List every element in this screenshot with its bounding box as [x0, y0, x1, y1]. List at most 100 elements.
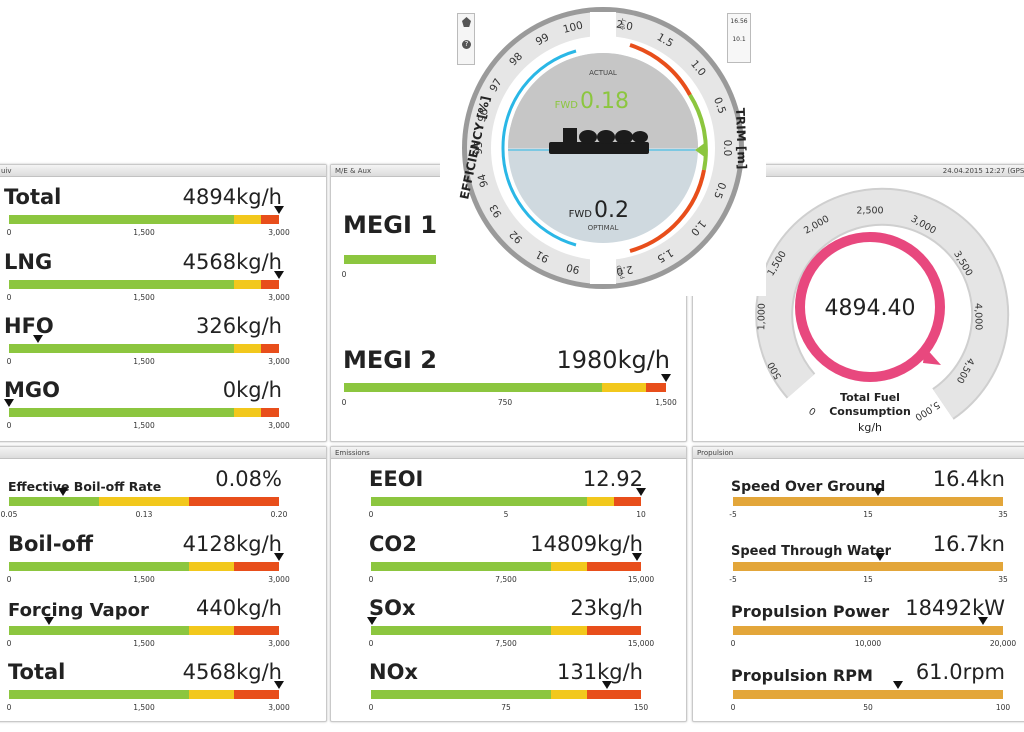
- ship-settings-icon[interactable]: [462, 17, 471, 27]
- tick-label: 2,500: [856, 206, 883, 217]
- optimal-label: OPTIMAL: [588, 224, 619, 232]
- value-marker: [636, 488, 646, 496]
- emissions-panel-header: Emissions: [331, 447, 686, 459]
- gauge-row-bor: Effective Boil-off Rate 0.08% 0.05 0.13 0.…: [0, 461, 326, 525]
- info-line-2: 10.1: [732, 36, 746, 43]
- row-label: NOx: [369, 660, 418, 684]
- gauge-row-megi2: MEGI 2 1980kg/h 0 750 1,500: [331, 340, 686, 407]
- range-bar: [371, 488, 646, 506]
- value-marker: [367, 617, 377, 625]
- trim-optimal-arc: [688, 93, 708, 171]
- gauge-row-sog: Speed Over Ground 16.4kn -5 15 35: [693, 461, 1024, 525]
- range-bar: [733, 617, 1003, 635]
- range-bar: [367, 617, 641, 635]
- bar-ticks: -5 15 35: [729, 510, 1008, 519]
- tick-label: 93: [487, 202, 504, 220]
- gauge-row-boiloff: Boil-off 4128kg/h 0 1,500 3,000: [0, 526, 326, 590]
- gauge-row-total-2: Total 4568kg/h 0 1,500 3,000: [0, 654, 326, 718]
- fuel-panel-header: uiv: [0, 165, 326, 177]
- propulsion-panel-header: Propulsion: [693, 447, 1024, 459]
- row-value: 0kg/h: [222, 378, 282, 402]
- range-bar: [9, 335, 279, 353]
- gauge-row-sox: SOx 23kg/h 0 7,500 15,000: [331, 590, 686, 654]
- row-label: SOx: [369, 596, 416, 620]
- value-marker: [44, 617, 54, 625]
- range-bar: [9, 488, 279, 506]
- row-value: 14809kg/h: [530, 532, 643, 556]
- row-label: MGO: [4, 378, 60, 402]
- bar-ticks: 0 1,500 3,000: [6, 421, 290, 430]
- value-marker: [274, 206, 284, 214]
- bar-ticks: 0 50 100: [730, 703, 1011, 712]
- consumption-unit: kg/h: [858, 421, 882, 434]
- consumption-panel-header: 24.04.2015 12:27 (GPS): [693, 165, 1024, 177]
- optimal-value: 0.2: [594, 198, 629, 223]
- me-panel-title: M/E & Aux: [335, 167, 372, 175]
- row-label: LNG: [4, 250, 53, 274]
- row-label: Total: [4, 185, 62, 209]
- bar-ticks: 0 1,500 3,000: [6, 293, 290, 302]
- bar-ticks: 0 7,500 15,000: [368, 639, 655, 648]
- trim-efficiency-overlay: ? 16.56 10.1 ACTUAL FWD 0.18 FWD 0.2: [440, 0, 766, 296]
- row-label: CO2: [369, 532, 417, 556]
- tick-label: 96: [476, 107, 491, 123]
- bar-ticks: 0 1,500 3,000: [6, 639, 290, 648]
- bar-ticks: -5 15 35: [729, 575, 1008, 584]
- value-marker: [33, 335, 43, 343]
- value-marker: [978, 617, 988, 625]
- range-bar: [371, 681, 641, 699]
- consumption-label-1: Total Fuel: [840, 391, 900, 404]
- value-marker: [4, 399, 14, 407]
- bar-ticks: 0 1,500 3,000: [6, 357, 290, 366]
- row-label: Boil-off: [8, 532, 93, 556]
- optimal-prefix: FWD: [569, 209, 593, 220]
- value-marker: [873, 488, 883, 496]
- row-label: EEOI: [369, 467, 424, 491]
- help-icon[interactable]: ?: [462, 40, 471, 49]
- row-value: 4894kg/h: [182, 185, 282, 209]
- range-bar: [344, 255, 436, 264]
- gauge-row-nox: NOx 131kg/h 0 75 150: [331, 654, 686, 718]
- range-bar: [733, 553, 1003, 571]
- bar-ticks: 0 75 150: [368, 703, 649, 712]
- row-label: Effective Boil-off Rate: [8, 479, 162, 494]
- row-label: MEGI 2: [343, 346, 437, 374]
- actual-label: ACTUAL: [589, 69, 617, 77]
- row-label: Speed Over Ground: [731, 479, 886, 495]
- range-bar: [9, 206, 284, 224]
- gauge-row-total: Total 4894kg/h 0 1,500 3,000: [0, 179, 326, 243]
- row-value: 131kg/h: [557, 660, 643, 684]
- row-label: HFO: [4, 314, 54, 338]
- tick-label: 5,000: [913, 399, 942, 423]
- emissions-panel-title: Emissions: [335, 449, 370, 457]
- help-button-box[interactable]: ?: [457, 13, 475, 65]
- row-value: 18492kW: [905, 596, 1005, 620]
- bar-ticks: 0.05 0.13 0.20: [0, 510, 288, 519]
- row-value: 4568kg/h: [182, 250, 282, 274]
- row-label: Forcing Vapor: [8, 600, 149, 621]
- range-bar: [4, 399, 279, 417]
- fuel-panel-title: uiv: [1, 167, 12, 175]
- row-value: 1980kg/h: [556, 346, 670, 374]
- bar-ticks: 0 1,500 3,000: [6, 228, 290, 237]
- gauge-row-megi1: MEGI 1 0: [331, 205, 686, 279]
- trim-axis-label: TRIM [m]: [733, 108, 749, 170]
- tick-label: 0.5: [711, 96, 728, 116]
- bar-ticks: 0 750 1,500: [341, 398, 677, 407]
- range-bar: [9, 617, 279, 635]
- tick-label: 90: [565, 261, 581, 276]
- actual-prefix: FWD: [555, 100, 579, 111]
- tick-label: 2.0: [615, 19, 634, 34]
- row-value: 4568kg/h: [182, 660, 282, 684]
- datetime-label: 24.04.2015 12:27 (GPS): [942, 167, 1024, 175]
- trim-aft-arc: [629, 43, 692, 96]
- row-value: 61.0rpm: [915, 660, 1005, 684]
- value-marker: [274, 271, 284, 279]
- propulsion-panel: Propulsion Speed Over Ground 16.4kn -5 15…: [692, 446, 1024, 722]
- row-value: 23kg/h: [570, 596, 643, 620]
- range-bar: [9, 271, 284, 289]
- tick-label: 97: [487, 76, 504, 94]
- bar-ticks: 0 5 10: [368, 510, 646, 519]
- range-bar: [371, 553, 642, 571]
- row-value: 440kg/h: [196, 596, 282, 620]
